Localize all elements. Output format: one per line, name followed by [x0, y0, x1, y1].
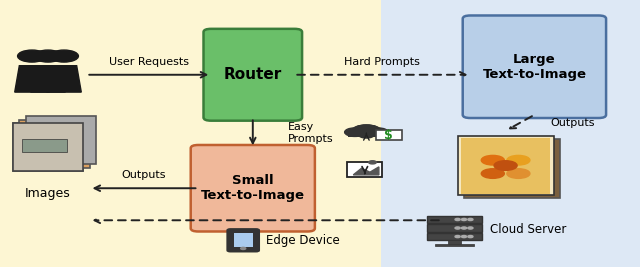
Circle shape [369, 161, 376, 164]
Text: Images: Images [25, 187, 71, 200]
Circle shape [367, 128, 388, 136]
Bar [348, 131, 384, 137]
Text: Small
Text-to-Image: Small Text-to-Image [201, 174, 305, 202]
FancyBboxPatch shape [19, 120, 90, 168]
Polygon shape [31, 66, 65, 92]
Circle shape [468, 227, 473, 229]
Circle shape [481, 155, 504, 165]
Circle shape [461, 235, 467, 238]
FancyBboxPatch shape [204, 29, 302, 121]
Circle shape [50, 50, 79, 62]
Circle shape [455, 227, 460, 229]
Polygon shape [47, 66, 81, 92]
FancyBboxPatch shape [428, 224, 481, 232]
Text: Hard Prompts: Hard Prompts [344, 57, 420, 67]
Circle shape [494, 161, 517, 170]
Circle shape [358, 132, 374, 138]
FancyBboxPatch shape [227, 229, 259, 252]
FancyBboxPatch shape [26, 116, 96, 164]
FancyBboxPatch shape [191, 145, 315, 231]
Circle shape [344, 128, 365, 136]
Bar [435, 244, 474, 246]
Text: $: $ [385, 129, 393, 142]
Text: Outputs: Outputs [122, 170, 166, 180]
Bar [381, 0, 640, 267]
Circle shape [461, 227, 467, 229]
Circle shape [468, 235, 473, 238]
Polygon shape [15, 66, 49, 92]
Text: Easy
Prompts: Easy Prompts [288, 122, 333, 144]
Text: Router: Router [223, 67, 282, 82]
Circle shape [468, 218, 473, 221]
FancyBboxPatch shape [347, 162, 383, 177]
Circle shape [352, 125, 380, 137]
Circle shape [461, 218, 467, 221]
FancyBboxPatch shape [463, 15, 606, 118]
Polygon shape [353, 167, 379, 175]
Text: Large
Text-to-Image: Large Text-to-Image [483, 53, 586, 81]
FancyBboxPatch shape [461, 138, 550, 194]
Circle shape [455, 218, 460, 221]
Bar [0, 0, 381, 267]
Text: Edge Device: Edge Device [266, 234, 339, 247]
Circle shape [507, 169, 530, 178]
FancyBboxPatch shape [234, 233, 253, 247]
FancyBboxPatch shape [428, 216, 481, 223]
Text: User Requests: User Requests [109, 57, 189, 67]
FancyBboxPatch shape [13, 123, 83, 171]
Circle shape [17, 50, 46, 62]
Text: User: User [34, 122, 62, 135]
Circle shape [507, 155, 530, 165]
Circle shape [352, 125, 380, 137]
Circle shape [241, 247, 246, 249]
Circle shape [455, 235, 460, 238]
Bar [448, 240, 461, 244]
Text: Cloud Server: Cloud Server [490, 223, 566, 236]
Circle shape [33, 50, 63, 62]
FancyBboxPatch shape [13, 123, 83, 171]
Circle shape [481, 169, 504, 178]
FancyBboxPatch shape [464, 139, 560, 198]
Text: Outputs: Outputs [550, 118, 595, 128]
FancyBboxPatch shape [376, 130, 402, 140]
Bar [22, 139, 67, 152]
FancyBboxPatch shape [428, 233, 481, 240]
FancyBboxPatch shape [458, 136, 554, 195]
